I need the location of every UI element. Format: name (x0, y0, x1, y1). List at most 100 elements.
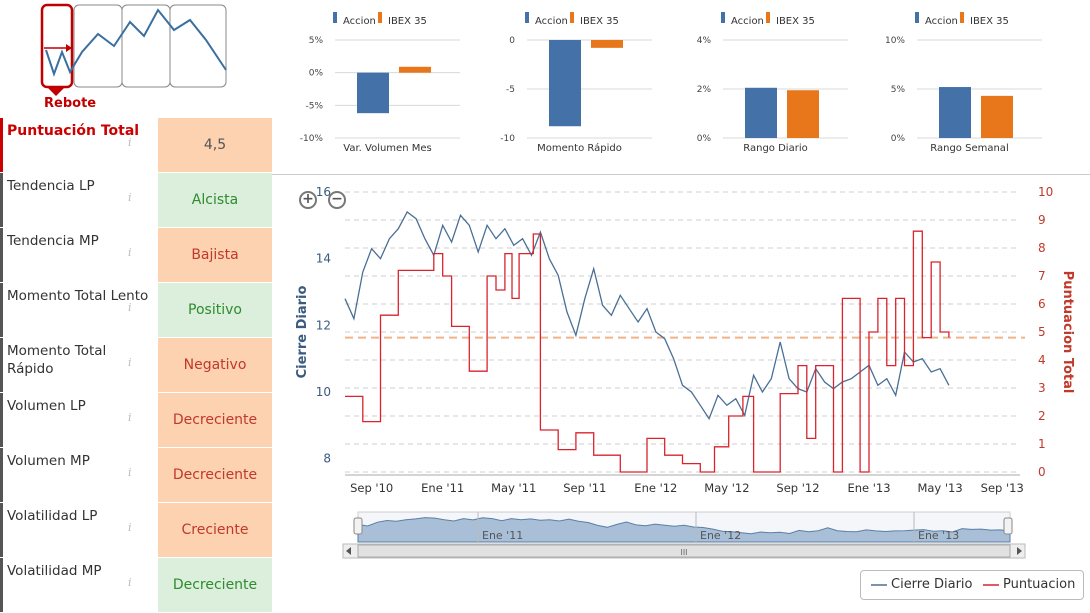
mini-legend-label: IBEX 35 (970, 16, 1009, 27)
y-tick-label: 2% (697, 85, 712, 95)
bar-ibex (981, 95, 1013, 138)
y-tick-label: 16 (316, 185, 331, 199)
indicator-value: Bajista (158, 228, 272, 282)
y-tick-label: 5% (309, 36, 324, 46)
indicator-label: Momento Total Rápido (0, 338, 150, 392)
indicator-value: Decreciente (158, 393, 272, 447)
indicator-row: Tendencia MP i Bajista (0, 228, 272, 283)
pattern-label: Rebote (44, 96, 97, 111)
mini-chart-title: Momento Rápido (537, 142, 622, 154)
x-tick-label: Sep '12 (776, 481, 819, 495)
x-tick-label: Ene '13 (847, 481, 890, 495)
x-tick-label: Ene '11 (421, 481, 464, 495)
rebote-pattern-icon[interactable] (30, 2, 270, 102)
y-tick-label: 0% (309, 69, 324, 79)
y-tick-label: 0 (509, 36, 515, 46)
info-icon[interactable]: i (128, 301, 132, 314)
y2-tick-label: 10 (1038, 185, 1053, 199)
y2-tick-label: 4 (1038, 353, 1046, 367)
x-tick-label: Sep '10 (350, 481, 393, 495)
navigator[interactable]: Ene '11 Ene '12 Ene '13 III (340, 510, 1030, 560)
y-tick-label: 12 (316, 318, 331, 332)
y-tick-label: -5 (506, 85, 515, 95)
scrollbar-grip-icon: III (680, 548, 687, 557)
y2-tick-label: 6 (1038, 297, 1046, 311)
legend-swatch (525, 12, 529, 23)
indicator-value: Positivo (158, 283, 272, 337)
series-cierre-diario (344, 211, 950, 421)
indicator-label: Volumen LP (0, 393, 150, 447)
info-icon[interactable]: i (128, 576, 132, 589)
legend-swatch (721, 12, 725, 23)
y-tick-label: 0% (891, 134, 906, 144)
indicator-value: Decreciente (158, 448, 272, 502)
mini-legend-label: Accion (925, 16, 958, 27)
info-icon[interactable]: i (128, 136, 132, 149)
y2-tick-label: 9 (1038, 213, 1046, 227)
indicator-label: Volatilidad MP (0, 558, 150, 612)
mini-chart-title: Rango Diario (743, 143, 807, 154)
indicator-row: Tendencia LP i Alcista (0, 173, 272, 228)
scrollbar-thumb (357, 544, 1011, 558)
navigator-handle (353, 517, 363, 535)
indicator-value: Creciente (158, 503, 272, 557)
indicator-label: Volatilidad LP (0, 503, 150, 557)
navigator-label: Ene '12 (700, 529, 741, 542)
info-icon[interactable]: i (128, 521, 132, 534)
legend-swatch (333, 12, 337, 23)
mini-chart: Accion IBEX 35 5% 0% -5% -10% Var. Volumen Mes (295, 0, 475, 160)
indicator-label: Momento Total Lento (0, 283, 150, 337)
info-icon[interactable]: i (128, 356, 132, 369)
mini-chart-title: Var. Volumen Mes (343, 143, 431, 154)
x-tick-label: May '12 (704, 481, 749, 495)
x-tick-label: May '13 (917, 481, 962, 495)
bar-accion (745, 87, 777, 138)
mini-legend-label: Accion (731, 16, 764, 27)
x-tick-label: Ene '12 (634, 481, 677, 495)
indicator-row: Momento Total Rápido i Negativo (0, 338, 272, 393)
legend-swatch (915, 12, 919, 23)
navigator-label: Ene '11 (482, 529, 523, 542)
divider (272, 174, 1090, 175)
scroll-left-icon (346, 547, 351, 555)
mini-chart-title: Rango Semanal (930, 143, 1008, 154)
info-icon[interactable]: i (128, 411, 132, 424)
info-icon[interactable]: i (128, 191, 132, 204)
indicator-label: Volumen MP (0, 448, 150, 502)
y2-tick-label: 0 (1038, 465, 1046, 479)
info-icon[interactable]: i (128, 466, 132, 479)
y2-tick-label: 3 (1038, 381, 1046, 395)
mini-legend-label: IBEX 35 (776, 16, 815, 27)
indicator-row: Volatilidad LP i Creciente (0, 503, 272, 558)
y2-tick-label: 8 (1038, 241, 1046, 255)
indicator-value: Negativo (158, 338, 272, 392)
bar-ibex (399, 66, 431, 73)
indicator-label: Tendencia MP (0, 228, 150, 282)
zoom-in-icon[interactable]: + (299, 191, 317, 209)
mini-legend-label: Accion (535, 16, 568, 27)
info-icon[interactable]: i (128, 246, 132, 259)
legend-cierre-label[interactable]: Cierre Diario (891, 577, 973, 592)
mini-chart: Accion IBEX 35 10% 5% 0% Rango Semanal (877, 0, 1057, 160)
x-tick-label: May '11 (491, 481, 536, 495)
mini-legend-label: Accion (343, 16, 376, 27)
zoom-out-icon[interactable]: − (328, 191, 346, 209)
y-axis-title: Cierre Diario (295, 286, 310, 379)
legend-puntuacion-label[interactable]: Puntuacion (1003, 577, 1076, 592)
mini-legend-label: IBEX 35 (580, 16, 619, 27)
legend-swatch (378, 12, 382, 23)
chart-legend: Cierre Diario Puntuacion (860, 570, 1084, 600)
y-tick-label: -10 (500, 134, 515, 144)
indicator-row: Puntuación Total i 4,5 (0, 118, 272, 173)
bar-ibex (591, 40, 623, 48)
y-tick-label: -5% (305, 101, 323, 111)
indicator-label: Puntuación Total (0, 118, 150, 172)
y-tick-label: 14 (316, 252, 331, 266)
y-tick-label: 8 (323, 452, 331, 466)
pattern-panel: Rebote (0, 0, 272, 116)
indicator-label: Tendencia LP (0, 173, 150, 227)
mini-legend-label: IBEX 35 (388, 16, 427, 27)
indicator-row: Volatilidad MP i Decreciente (0, 558, 272, 613)
legend-swatch (960, 12, 964, 23)
y-tick-label: 0% (697, 134, 712, 144)
